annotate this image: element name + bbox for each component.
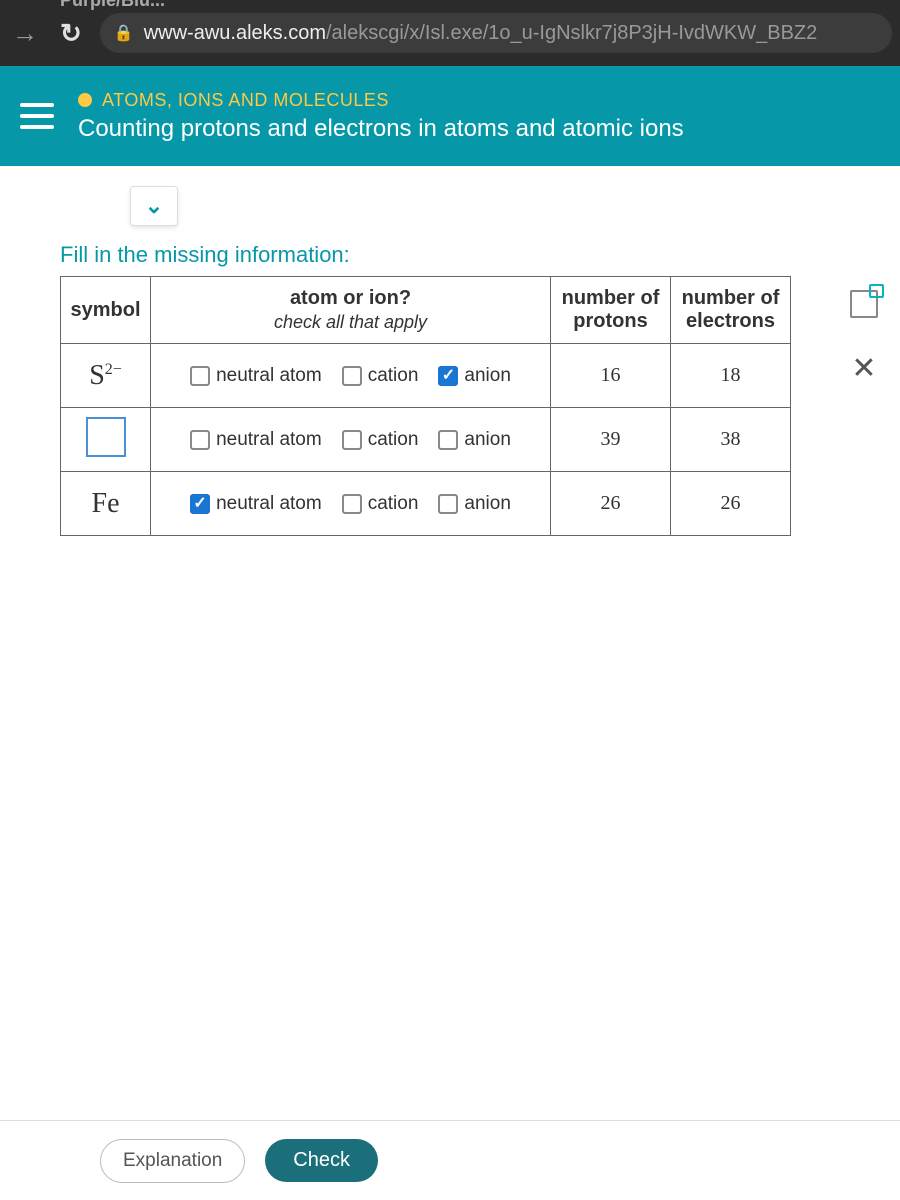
page-title: Counting protons and electrons in atoms … [78,115,684,143]
checkbox-icon[interactable] [342,494,362,514]
header-protons: number of protons [551,277,671,344]
protons-cell: 26 [551,472,671,536]
protons-cell: 39 [551,408,671,472]
cation-checkbox-item[interactable]: cation [342,429,419,451]
anion-checkbox-item[interactable]: anion [438,493,511,515]
checkbox-label: cation [368,429,419,451]
electrons-cell: 38 [671,408,791,472]
chevron-down-icon: ⌄ [145,193,163,219]
topic-indicator-icon [78,93,92,107]
symbol-cell: Fe [61,472,151,536]
header-symbol: symbol [61,277,151,344]
data-table: symbol atom or ion? check all that apply… [60,276,791,536]
browser-tab-hint: Purple/Blu... [60,0,165,11]
header-atom-ion: atom or ion? check all that apply [151,277,551,344]
section-dropdown-toggle[interactable]: ⌄ [130,186,178,226]
cation-checkbox-item[interactable]: cation [342,493,419,515]
symbol-input[interactable] [86,417,126,457]
nav-forward-icon[interactable]: → [8,18,42,49]
symbol-cell[interactable] [61,408,151,472]
anion-checkbox-item[interactable]: anion [438,429,511,451]
protons-cell: 16 [551,344,671,408]
checkbox-label: cation [368,365,419,387]
neutral-checkbox-item[interactable]: neutral atom [190,429,322,451]
instruction-text: Fill in the missing information: [60,242,350,268]
app-header: ATOMS, IONS AND MOLECULES Counting proto… [0,66,900,166]
electrons-cell: 26 [671,472,791,536]
table-row: Fe ✓ neutral atom cation anion 2626 [61,472,791,536]
electrons-cell: 18 [671,344,791,408]
checkbox-label: anion [464,365,511,387]
checkbox-icon[interactable]: ✓ [190,494,210,514]
checkbox-label: neutral atom [216,365,322,387]
neutral-checkbox-item[interactable]: ✓ neutral atom [190,493,322,515]
atom-ion-cell: ✓ neutral atom cation anion [151,472,551,536]
reset-tool-button[interactable]: ✕ [851,354,876,384]
url-path: /alekscgi/x/Isl.exe/1o_u-IgNslkr7j8P3jH-… [326,22,817,44]
explanation-button[interactable]: Explanation [100,1139,245,1183]
checkbox-label: anion [464,429,511,451]
checkbox-icon[interactable] [190,366,210,386]
checkbox-icon[interactable] [342,430,362,450]
atom-ion-cell: neutral atom cation anion [151,408,551,472]
url-bar[interactable]: 🔒 www-awu.aleks.com/alekscgi/x/Isl.exe/1… [100,13,892,53]
table-row: neutral atom cation anion 3938 [61,408,791,472]
reload-icon[interactable]: ↻ [54,18,88,49]
checkbox-label: neutral atom [216,493,322,515]
url-domain: www-awu.aleks.com [144,22,326,44]
symbol-cell: S2− [61,344,151,408]
atom-ion-cell: neutral atom cation ✓ anion [151,344,551,408]
checkbox-icon[interactable]: ✓ [438,366,458,386]
table-row: S2− neutral atom cation ✓ anion 1618 [61,344,791,408]
checkbox-icon[interactable] [438,494,458,514]
anion-checkbox-item[interactable]: ✓ anion [438,365,511,387]
hamburger-menu-icon[interactable] [20,103,54,129]
checkbox-label: neutral atom [216,429,322,451]
checkbox-label: cation [368,493,419,515]
neutral-checkbox-item[interactable]: neutral atom [190,365,322,387]
check-button[interactable]: Check [265,1139,378,1182]
lock-icon: 🔒 [114,23,134,43]
checkbox-label: anion [464,493,511,515]
header-electrons: number of electrons [671,277,791,344]
checkbox-icon[interactable] [438,430,458,450]
superscript-tool-button[interactable] [838,282,890,326]
checkbox-icon[interactable] [190,430,210,450]
topic-label: ATOMS, IONS AND MOLECULES [102,90,389,111]
cation-checkbox-item[interactable]: cation [342,365,419,387]
checkbox-icon[interactable] [342,366,362,386]
